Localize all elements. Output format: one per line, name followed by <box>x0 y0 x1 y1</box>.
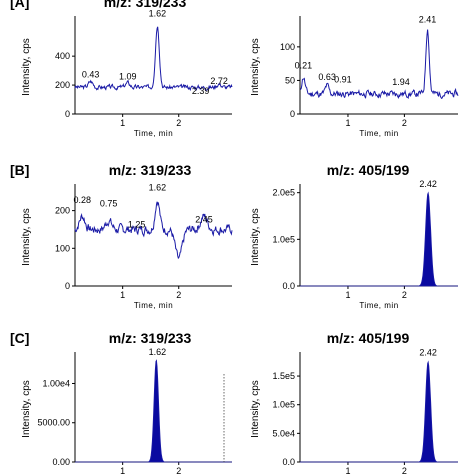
y-axis-label: Intensity, cps <box>21 38 32 96</box>
y-tick-label: 0.0 <box>282 281 295 291</box>
y-tick-label: 2.0e5 <box>272 188 295 198</box>
y-tick-label: 0.00 <box>52 457 70 467</box>
peak-label: 0.21 <box>295 60 313 70</box>
x-tick-label: 2 <box>402 290 407 300</box>
y-axis-label: Intensity, cps <box>250 38 261 96</box>
y-axis-label: Intensity, cps <box>250 380 261 438</box>
x-tick-label: 2 <box>176 290 181 300</box>
x-axis-label: Time, min <box>359 129 398 138</box>
chromatogram-trace-A-left <box>74 26 233 91</box>
chromatogram-trace-C-right <box>300 360 458 463</box>
x-tick-label: 1 <box>345 466 350 474</box>
y-tick-label: 5.0e4 <box>272 428 295 438</box>
y-axis-label: Intensity, cps <box>21 380 32 438</box>
peak-label: 1.94 <box>392 77 410 87</box>
y-tick-label: 1.0e5 <box>272 234 295 244</box>
peak-label: 0.63 <box>318 72 336 82</box>
x-tick-label: 2 <box>402 118 407 128</box>
peak-label: 2.42 <box>419 348 437 358</box>
y-tick-label: 200 <box>55 206 70 216</box>
y-tick-label: 0 <box>290 109 295 119</box>
peak-label: 2.45 <box>195 215 213 225</box>
chromatogram-trace-B-right <box>300 191 458 287</box>
y-tick-label: 400 <box>55 51 70 61</box>
x-tick-label: 2 <box>176 118 181 128</box>
row-label-a: [A] <box>10 0 30 10</box>
peak-label: 1.62 <box>149 9 167 19</box>
row-label-c: [C] <box>10 330 30 346</box>
x-axis-label: Time, min <box>134 129 173 138</box>
peak-label: 0.28 <box>74 195 92 205</box>
peak-label: 0.75 <box>100 199 118 209</box>
y-tick-label: 5000.00 <box>37 418 70 428</box>
peak-label: 2.72 <box>210 76 228 86</box>
x-tick-label: 1 <box>345 118 350 128</box>
peak-label: 1.25 <box>128 219 146 229</box>
panel-title-a-left: m/z: 319/233 <box>103 0 187 10</box>
peak-label: 0.43 <box>82 69 100 79</box>
panel-title-c-right: m/z: 405/199 <box>326 330 410 346</box>
y-axis-label: Intensity, cps <box>21 208 32 266</box>
peak-label: 0.91 <box>334 74 352 84</box>
x-axis-label: Time, min <box>134 301 173 310</box>
peak-label: 2.39 <box>192 86 210 96</box>
y-tick-label: 100 <box>280 42 295 52</box>
row-label-b: [B] <box>10 162 30 178</box>
y-tick-label: 0 <box>65 281 70 291</box>
x-tick-label: 1 <box>120 118 125 128</box>
x-tick-label: 1 <box>345 290 350 300</box>
peak-label: 1.62 <box>149 347 167 357</box>
y-tick-label: 1.5e5 <box>272 371 295 381</box>
x-tick-label: 1 <box>120 466 125 474</box>
y-tick-label: 50 <box>285 75 295 85</box>
x-axis-label: Time, min <box>359 301 398 310</box>
y-tick-label: 1.00e4 <box>42 378 70 388</box>
x-tick-label: 2 <box>402 466 407 474</box>
y-tick-label: 1.0e5 <box>272 400 295 410</box>
peak-label: 2.42 <box>419 179 437 189</box>
y-tick-label: 0 <box>65 109 70 119</box>
y-tick-label: 200 <box>55 80 70 90</box>
y-tick-label: 100 <box>55 243 70 253</box>
chromatogram-trace-B-left <box>74 201 233 260</box>
chromatogram-trace-C-left <box>75 359 232 463</box>
x-tick-label: 2 <box>176 466 181 474</box>
panel-title-c-left: m/z: 319/233 <box>108 330 192 346</box>
peak-label: 1.09 <box>119 71 137 81</box>
x-tick-label: 1 <box>120 290 125 300</box>
y-tick-label: 0.0 <box>282 457 295 467</box>
peak-label: 1.62 <box>149 183 167 193</box>
peak-label: 2.41 <box>419 15 437 25</box>
panel-title-b-left: m/z: 319/233 <box>108 162 192 178</box>
chromatogram-trace-A-right <box>300 29 459 100</box>
y-axis-label: Intensity, cps <box>250 208 261 266</box>
panel-title-b-right: m/z: 405/199 <box>326 162 410 178</box>
